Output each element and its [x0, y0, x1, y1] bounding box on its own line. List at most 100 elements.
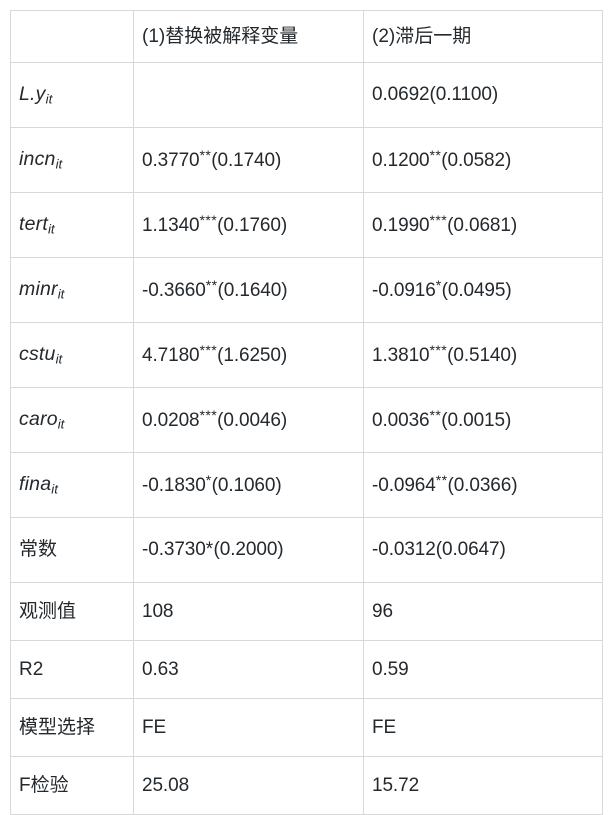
- header-cell-variable: [10, 10, 134, 63]
- table-row: R2 0.63 0.59: [10, 640, 603, 699]
- regression-results-table: (1)替换被解释变量 (2)滞后一期 L.yit 0.0692(0.1100) in…: [10, 10, 603, 815]
- table-row: tertit 1.1340***(0.1760) 0.1990***(0.0681): [10, 192, 603, 258]
- significance-stars: ***: [429, 212, 448, 229]
- standard-error: (0.1760): [217, 215, 288, 237]
- row-label: L.yit: [19, 82, 53, 107]
- coefficient-number: 15.72: [372, 774, 420, 796]
- table-body: L.yit 0.0692(0.1100) incnit 0.3770**(0.1740…: [10, 62, 603, 815]
- coefficient-number: 0.1990: [372, 215, 430, 237]
- coefficient-number: 0.0692: [372, 84, 430, 106]
- header-cell-model1: (1)替换被解释变量: [133, 10, 364, 63]
- row-label: cstuit: [19, 342, 63, 367]
- table-row: 观测值 108 96: [10, 582, 603, 641]
- row-label-cell: 模型选择: [10, 698, 134, 757]
- table-header: (1)替换被解释变量 (2)滞后一期: [10, 10, 603, 63]
- row-label-cell: tertit: [10, 192, 134, 258]
- header-row: (1)替换被解释变量 (2)滞后一期: [10, 10, 603, 63]
- cell-model1: 1.1340***(0.1760): [133, 192, 364, 258]
- cell-model2: -0.0312(0.0647): [363, 517, 603, 583]
- table-row: incnit 0.3770**(0.1740) 0.1200**(0.0582): [10, 127, 603, 193]
- row-label: 观测值: [19, 600, 77, 622]
- standard-error: (0.0647): [435, 539, 506, 561]
- coefficient-number: -0.0964: [372, 475, 436, 497]
- significance-stars: **: [199, 147, 212, 164]
- coefficient-value: 4.7180***(1.6250): [142, 342, 287, 366]
- significance-stars: **: [435, 472, 448, 489]
- cell-model2: 0.1200**(0.0582): [363, 127, 603, 193]
- significance-stars: *: [435, 277, 442, 294]
- row-label-cell: L.yit: [10, 62, 134, 128]
- row-label-cell: 观测值: [10, 582, 134, 641]
- cell-model1: 25.08: [133, 756, 364, 815]
- significance-stars: ***: [429, 342, 448, 359]
- coefficient-number: 108: [142, 600, 174, 622]
- coefficient-number: -0.1830: [142, 475, 206, 497]
- cell-model1: -0.3660**(0.1640): [133, 257, 364, 323]
- coefficient-value: 1.3810***(0.5140): [372, 342, 518, 367]
- significance-stars: **: [205, 277, 218, 294]
- cell-model2: 96: [363, 582, 603, 641]
- standard-error: (0.0681): [447, 215, 518, 237]
- row-label-cell: R2: [10, 640, 134, 699]
- row-label-cell: caroit: [10, 387, 134, 453]
- cell-model2: -0.0916*(0.0495): [363, 257, 603, 323]
- coefficient-value: 0.0036**(0.0015): [372, 407, 511, 432]
- coefficient-value: 0.63: [142, 659, 179, 680]
- table-row: finait -0.1830*(0.1060) -0.0964**(0.0366): [10, 452, 603, 518]
- row-label-subscript: it: [45, 91, 53, 107]
- row-label: minrit: [19, 277, 65, 302]
- cell-model2: 15.72: [363, 756, 603, 815]
- row-label: F检验: [19, 774, 69, 796]
- row-label: tertit: [19, 212, 55, 237]
- row-label-subscript: it: [47, 221, 55, 237]
- row-label: caroit: [19, 407, 65, 432]
- table-row: 模型选择 FE FE: [10, 698, 603, 757]
- cell-model1: -0.3730*(0.2000): [133, 517, 364, 583]
- significance-stars: **: [429, 407, 442, 424]
- significance-stars: ***: [199, 212, 218, 229]
- header-label-model1: (1)替换被解释变量: [142, 25, 299, 47]
- standard-error: (0.0366): [447, 475, 518, 497]
- coefficient-value: -0.0964**(0.0366): [372, 472, 518, 497]
- row-label-cell: cstuit: [10, 322, 134, 388]
- standard-error: (0.1060): [211, 475, 282, 497]
- row-label: finait: [19, 472, 58, 497]
- coefficient-number: 0.1200: [372, 150, 430, 172]
- coefficient-value: -0.0312(0.0647): [372, 539, 506, 560]
- coefficient-value: 0.1200**(0.0582): [372, 147, 511, 172]
- row-label: 模型选择: [19, 716, 96, 738]
- cell-model2: 0.59: [363, 640, 603, 699]
- table-row: minrit -0.3660**(0.1640) -0.0916*(0.0495): [10, 257, 603, 323]
- table-row: L.yit 0.0692(0.1100): [10, 62, 603, 128]
- standard-error: (0.5140): [447, 345, 518, 367]
- coefficient-number: -0.0312: [372, 539, 436, 561]
- row-label-cell: F检验: [10, 756, 134, 815]
- row-label-subscript: it: [55, 156, 63, 172]
- coefficient-value: 108: [142, 600, 174, 622]
- significance-stars: *: [205, 539, 214, 561]
- coefficient-number: 0.0036: [372, 410, 430, 432]
- row-label-cell: minrit: [10, 257, 134, 323]
- cell-model1-empty: [133, 62, 364, 128]
- coefficient-value: -0.0916*(0.0495): [372, 277, 512, 302]
- coefficient-value: 0.0692(0.1100): [372, 84, 498, 105]
- coefficient-value: 0.1990***(0.0681): [372, 212, 518, 237]
- cell-model1: -0.1830*(0.1060): [133, 452, 364, 518]
- coefficient-value: FE: [142, 717, 166, 738]
- coefficient-value: 25.08: [142, 775, 189, 796]
- standard-error: (0.0046): [217, 410, 288, 432]
- cell-model2: 0.0036**(0.0015): [363, 387, 603, 453]
- row-label-cell: finait: [10, 452, 134, 518]
- cell-model2: -0.0964**(0.0366): [363, 452, 603, 518]
- table-row: cstuit 4.7180***(1.6250) 1.3810***(0.5140): [10, 322, 603, 388]
- coefficient-value: FE: [372, 717, 396, 738]
- cell-model2: 1.3810***(0.5140): [363, 322, 603, 388]
- coefficient-number: 96: [372, 600, 393, 622]
- standard-error: (0.0495): [441, 280, 512, 302]
- coefficient-number: 0.63: [142, 658, 179, 680]
- cell-model2: 0.0692(0.1100): [363, 62, 603, 128]
- header-label-model2: (2)滞后一期: [372, 25, 472, 47]
- coefficient-number: 25.08: [142, 774, 190, 796]
- coefficient-value: -0.3730*(0.2000): [142, 539, 284, 560]
- cell-model1: 4.7180***(1.6250): [133, 322, 364, 388]
